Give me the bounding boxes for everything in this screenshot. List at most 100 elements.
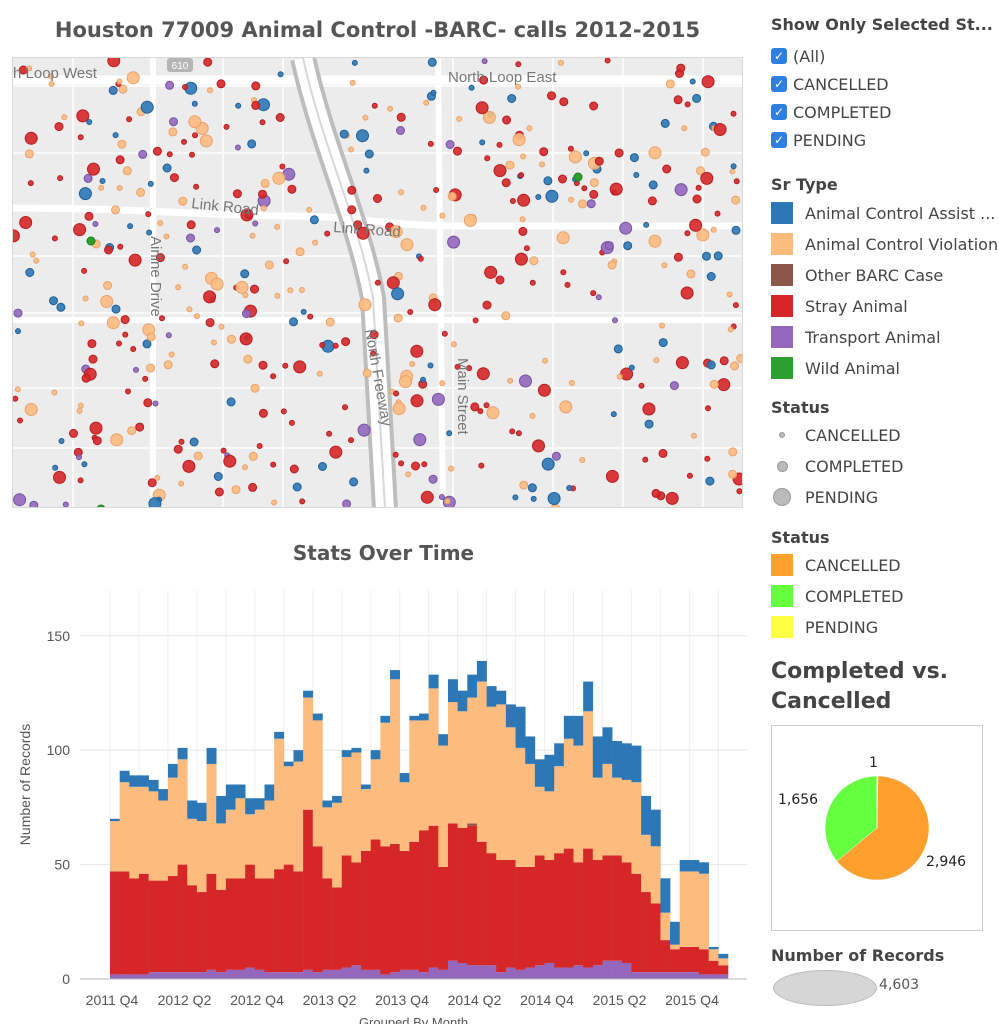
map-point[interactable] [564, 281, 571, 288]
bar-segment[interactable] [303, 809, 314, 970]
map-point[interactable] [501, 311, 511, 321]
map-point[interactable] [644, 419, 654, 429]
legend-item-violation[interactable]: Animal Control Violation [771, 232, 998, 256]
map-point[interactable] [518, 172, 525, 179]
map-point[interactable] [189, 151, 195, 158]
map-point[interactable] [83, 173, 93, 183]
bar-segment[interactable] [177, 759, 188, 865]
bar-segment[interactable] [274, 731, 285, 739]
map-point[interactable] [223, 454, 237, 468]
bar-segment[interactable] [380, 846, 391, 975]
map-point[interactable] [438, 494, 445, 500]
map-point[interactable] [476, 367, 490, 381]
bar-segment[interactable] [399, 773, 410, 783]
bar-segment[interactable] [370, 839, 381, 970]
map-point[interactable] [239, 332, 253, 346]
map-point[interactable] [463, 213, 477, 227]
map-point[interactable] [289, 464, 299, 474]
bar-segment[interactable] [332, 969, 343, 979]
bar-segment[interactable] [283, 766, 294, 865]
map-point[interactable] [54, 122, 64, 132]
map-point[interactable] [118, 84, 128, 94]
map-point[interactable] [274, 223, 281, 230]
bar-segment[interactable] [438, 734, 449, 746]
bar-segment[interactable] [621, 962, 632, 979]
map-point[interactable] [259, 119, 266, 126]
map-point[interactable] [103, 280, 113, 290]
map-point[interactable] [568, 150, 582, 164]
map-point[interactable] [157, 220, 164, 227]
map-point[interactable] [147, 180, 154, 187]
map-point[interactable] [519, 374, 532, 388]
map-point[interactable] [612, 317, 618, 324]
map-point[interactable] [107, 58, 121, 68]
map-point[interactable] [182, 84, 188, 90]
map-point[interactable] [393, 313, 403, 323]
bar-segment[interactable] [438, 969, 449, 979]
map-point[interactable] [13, 229, 20, 243]
map-point[interactable] [374, 279, 381, 286]
map-point[interactable] [128, 253, 142, 267]
bar-segment[interactable] [322, 807, 333, 879]
map-point[interactable] [643, 221, 650, 228]
map-point[interactable] [529, 279, 536, 286]
bar-segment[interactable] [419, 713, 429, 721]
map-point[interactable] [559, 400, 573, 414]
map-point[interactable] [728, 469, 738, 479]
map-point[interactable] [389, 225, 403, 239]
bar-segment[interactable] [544, 962, 555, 979]
map-point[interactable] [127, 426, 137, 436]
filter-pending[interactable]: ✓ PENDING [771, 128, 866, 152]
map-point[interactable] [560, 269, 567, 276]
bar-segment[interactable] [206, 747, 217, 764]
bar-segment[interactable] [428, 688, 439, 826]
map-point[interactable] [155, 253, 165, 263]
map-point[interactable] [710, 226, 717, 233]
bar-segment[interactable] [476, 841, 487, 966]
map-point[interactable] [658, 448, 668, 458]
map-point[interactable] [509, 428, 516, 435]
map-point[interactable] [589, 189, 599, 199]
map-point[interactable] [427, 58, 437, 67]
map-point[interactable] [481, 58, 488, 65]
bar-segment[interactable] [467, 697, 478, 824]
map-point[interactable] [341, 337, 351, 347]
map-point[interactable] [431, 392, 445, 406]
bar-segment[interactable] [187, 885, 198, 973]
map-point[interactable] [283, 258, 290, 265]
bar-segment[interactable] [525, 763, 536, 867]
map-point[interactable] [116, 340, 122, 347]
bar-segment[interactable] [119, 974, 130, 979]
bar-segment[interactable] [158, 880, 169, 973]
map-point[interactable] [188, 115, 202, 129]
map-point[interactable] [518, 226, 528, 236]
map-point[interactable] [289, 317, 298, 327]
legend-item-transport[interactable]: Transport Animal [771, 325, 941, 349]
bar-segment[interactable] [206, 969, 217, 979]
map-point[interactable] [669, 381, 679, 391]
bar-segment[interactable] [708, 949, 719, 961]
map-point[interactable] [258, 189, 267, 199]
map-point[interactable] [218, 323, 225, 330]
map-point[interactable] [468, 84, 475, 91]
map-point[interactable] [316, 370, 323, 377]
map-point[interactable] [108, 85, 118, 95]
bar-segment[interactable] [312, 972, 323, 979]
map-point[interactable] [731, 195, 741, 205]
map-point[interactable] [391, 287, 405, 301]
map-point[interactable] [507, 377, 514, 384]
map-point[interactable] [146, 363, 156, 373]
map-point[interactable] [706, 360, 716, 370]
map-point[interactable] [445, 140, 455, 149]
map-point[interactable] [484, 155, 491, 162]
map-point[interactable] [168, 351, 175, 358]
map-point[interactable] [111, 304, 121, 314]
map-point[interactable] [14, 386, 21, 393]
map-point[interactable] [62, 501, 69, 507]
map-point[interactable] [214, 487, 224, 497]
map-point[interactable] [76, 454, 82, 461]
map-point[interactable] [567, 145, 574, 152]
bar-segment[interactable] [670, 949, 681, 973]
map-point[interactable] [420, 490, 434, 504]
map-point[interactable] [329, 445, 343, 459]
